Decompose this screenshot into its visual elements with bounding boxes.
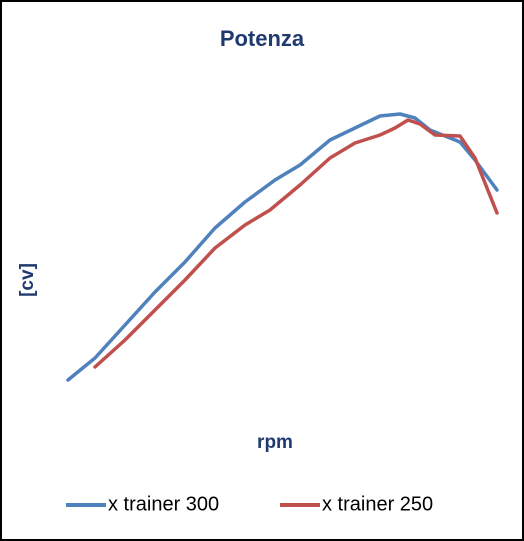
legend-label: x trainer 250: [322, 493, 433, 515]
series-line: [66, 112, 499, 382]
legend-label: x trainer 300: [108, 493, 219, 515]
y-axis-label: [cv]: [17, 263, 38, 297]
series-line: [93, 118, 499, 369]
x-axis-label: rpm: [257, 432, 293, 453]
chart-title: Potenza: [220, 26, 305, 51]
